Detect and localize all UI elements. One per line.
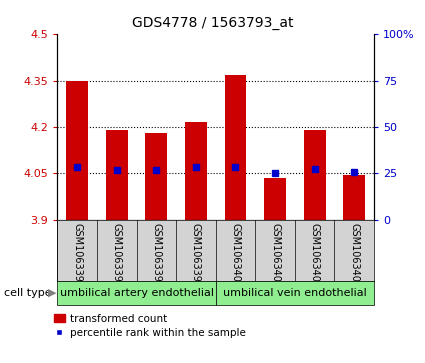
- Bar: [185, 122, 207, 220]
- Text: cell type: cell type: [4, 288, 52, 298]
- Bar: [57, 281, 215, 305]
- Text: GDS4778 / 1563793_at: GDS4778 / 1563793_at: [132, 16, 293, 30]
- Bar: [264, 178, 286, 220]
- Text: GSM1063399: GSM1063399: [191, 223, 201, 288]
- Text: GSM1063407: GSM1063407: [310, 223, 320, 288]
- Text: GSM1063406: GSM1063406: [270, 223, 280, 288]
- Bar: [66, 81, 88, 220]
- Bar: [215, 281, 374, 305]
- Text: GSM1063398: GSM1063398: [151, 223, 162, 288]
- Text: ▶: ▶: [48, 288, 56, 298]
- Bar: [304, 130, 326, 220]
- Legend: transformed count, percentile rank within the sample: transformed count, percentile rank withi…: [54, 314, 246, 338]
- Text: GSM1063396: GSM1063396: [72, 223, 82, 288]
- Bar: [145, 133, 167, 220]
- Bar: [343, 175, 365, 220]
- Bar: [106, 130, 128, 220]
- Bar: [224, 74, 246, 220]
- Text: GSM1063397: GSM1063397: [112, 223, 122, 288]
- Text: GSM1063405: GSM1063405: [230, 223, 241, 288]
- Text: umbilical artery endothelial: umbilical artery endothelial: [60, 288, 213, 298]
- Text: umbilical vein endothelial: umbilical vein endothelial: [223, 288, 367, 298]
- Text: GSM1063408: GSM1063408: [349, 223, 359, 288]
